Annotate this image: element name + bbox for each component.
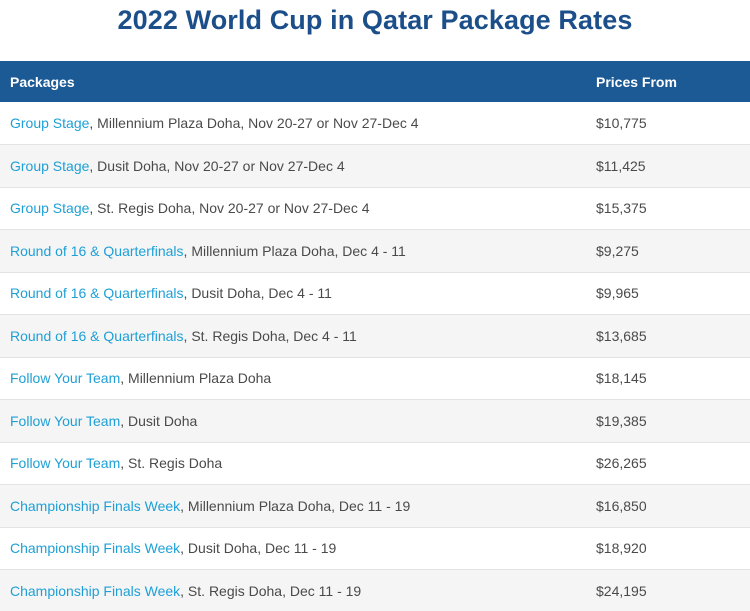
package-cell: Championship Finals Week, Dusit Doha, De… [0, 527, 590, 570]
table-row: Group Stage, Millennium Plaza Doha, Nov … [0, 102, 750, 145]
package-detail: , Dusit Doha, Dec 4 - 11 [183, 285, 332, 302]
header-prices: Prices From [596, 73, 677, 90]
table-row: Round of 16 & Quarterfinals, Millennium … [0, 229, 750, 273]
table-row: Group Stage, Dusit Doha, Nov 20-27 or No… [0, 144, 750, 188]
price-cell: $26,265 [596, 455, 647, 472]
package-cell: Championship Finals Week, St. Regis Doha… [0, 570, 590, 611]
package-detail: , Dusit Doha, Nov 20-27 or Nov 27-Dec 4 [89, 157, 345, 174]
package-link[interactable]: Group Stage [10, 200, 90, 217]
package-detail: , Millennium Plaza Doha [120, 370, 272, 387]
package-cell: Round of 16 & Quarterfinals, St. Regis D… [0, 315, 590, 358]
package-detail: , St. Regis Doha, Nov 20-27 or Nov 27-De… [89, 200, 370, 217]
package-cell: Round of 16 & Quarterfinals, Dusit Doha,… [0, 272, 590, 315]
price-cell: $11,425 [596, 157, 646, 174]
package-detail: , Dusit Doha, Dec 11 - 19 [180, 540, 337, 557]
package-cell: Championship Finals Week, Millennium Pla… [0, 485, 590, 528]
table-row: Follow Your Team, St. Regis Doha $26,265 [0, 442, 750, 485]
package-detail: , Millennium Plaza Doha, Nov 20-27 or No… [89, 115, 419, 131]
package-detail: , Millennium Plaza Doha, Dec 4 - 11 [183, 242, 406, 259]
price-cell: $19,385 [596, 412, 647, 429]
package-link[interactable]: Follow Your Team [10, 455, 121, 472]
price-cell: $16,850 [596, 497, 647, 514]
package-link[interactable]: Championship Finals Week [10, 582, 181, 599]
package-detail: , St. Regis Doha [120, 455, 223, 472]
package-link[interactable]: Follow Your Team [10, 370, 121, 387]
package-link[interactable]: Group Stage [10, 157, 90, 174]
price-cell: $18,920 [596, 540, 647, 557]
package-link[interactable]: Round of 16 & Quarterfinals [10, 242, 184, 259]
price-cell: $9,275 [596, 242, 639, 259]
package-link[interactable]: Championship Finals Week [10, 497, 181, 514]
package-link[interactable]: Follow Your Team [10, 412, 121, 429]
table-row: Follow Your Team, Millennium Plaza Doha $… [0, 357, 750, 400]
package-cell: Group Stage, Dusit Doha, Nov 20-27 or No… [0, 145, 590, 188]
table-row: Championship Finals Week, Millennium Pla… [0, 484, 750, 528]
table-body: Group Stage, Millennium Plaza Doha, Nov … [0, 102, 750, 611]
table-row: Follow Your Team, Dusit Doha $19,385 [0, 399, 750, 443]
package-cell: Follow Your Team, St. Regis Doha [0, 442, 590, 485]
package-detail: , Dusit Doha [120, 412, 198, 429]
package-cell: Group Stage, St. Regis Doha, Nov 20-27 o… [0, 187, 590, 230]
package-cell: Follow Your Team, Millennium Plaza Doha [0, 357, 590, 400]
package-detail: , St. Regis Doha, Dec 4 - 11 [183, 327, 357, 344]
package-detail: , Millennium Plaza Doha, Dec 11 - 19 [180, 497, 411, 514]
package-link[interactable]: Championship Finals Week [10, 540, 181, 557]
table-row: Round of 16 & Quarterfinals, St. Regis D… [0, 314, 750, 358]
package-cell: Round of 16 & Quarterfinals, Millennium … [0, 230, 590, 273]
header-packages: Packages [10, 73, 75, 90]
price-cell: $18,145 [596, 370, 647, 387]
package-cell: Group Stage, Millennium Plaza Doha, Nov … [0, 102, 590, 145]
table-row: Round of 16 & Quarterfinals, Dusit Doha,… [0, 272, 750, 315]
table-row: Group Stage, St. Regis Doha, Nov 20-27 o… [0, 187, 750, 230]
table-row: Championship Finals Week, Dusit Doha, De… [0, 527, 750, 570]
package-link[interactable]: Round of 16 & Quarterfinals [10, 327, 184, 344]
page-title: 2022 World Cup in Qatar Package Rates [117, 5, 633, 35]
table-row: Championship Finals Week, St. Regis Doha… [0, 569, 750, 611]
package-link[interactable]: Group Stage [10, 115, 90, 131]
package-rates-table: Packages Prices From Group Stage, Millen… [0, 61, 750, 611]
package-link[interactable]: Round of 16 & Quarterfinals [10, 285, 184, 302]
table-header-row: Packages Prices From [0, 61, 750, 102]
price-cell: $9,965 [596, 285, 639, 302]
package-cell: Follow Your Team, Dusit Doha [0, 400, 590, 443]
price-cell: $13,685 [596, 327, 647, 344]
price-cell: $10,775 [596, 115, 647, 131]
price-cell: $15,375 [596, 200, 647, 217]
price-cell: $24,195 [596, 582, 647, 599]
package-detail: , St. Regis Doha, Dec 11 - 19 [180, 582, 362, 599]
